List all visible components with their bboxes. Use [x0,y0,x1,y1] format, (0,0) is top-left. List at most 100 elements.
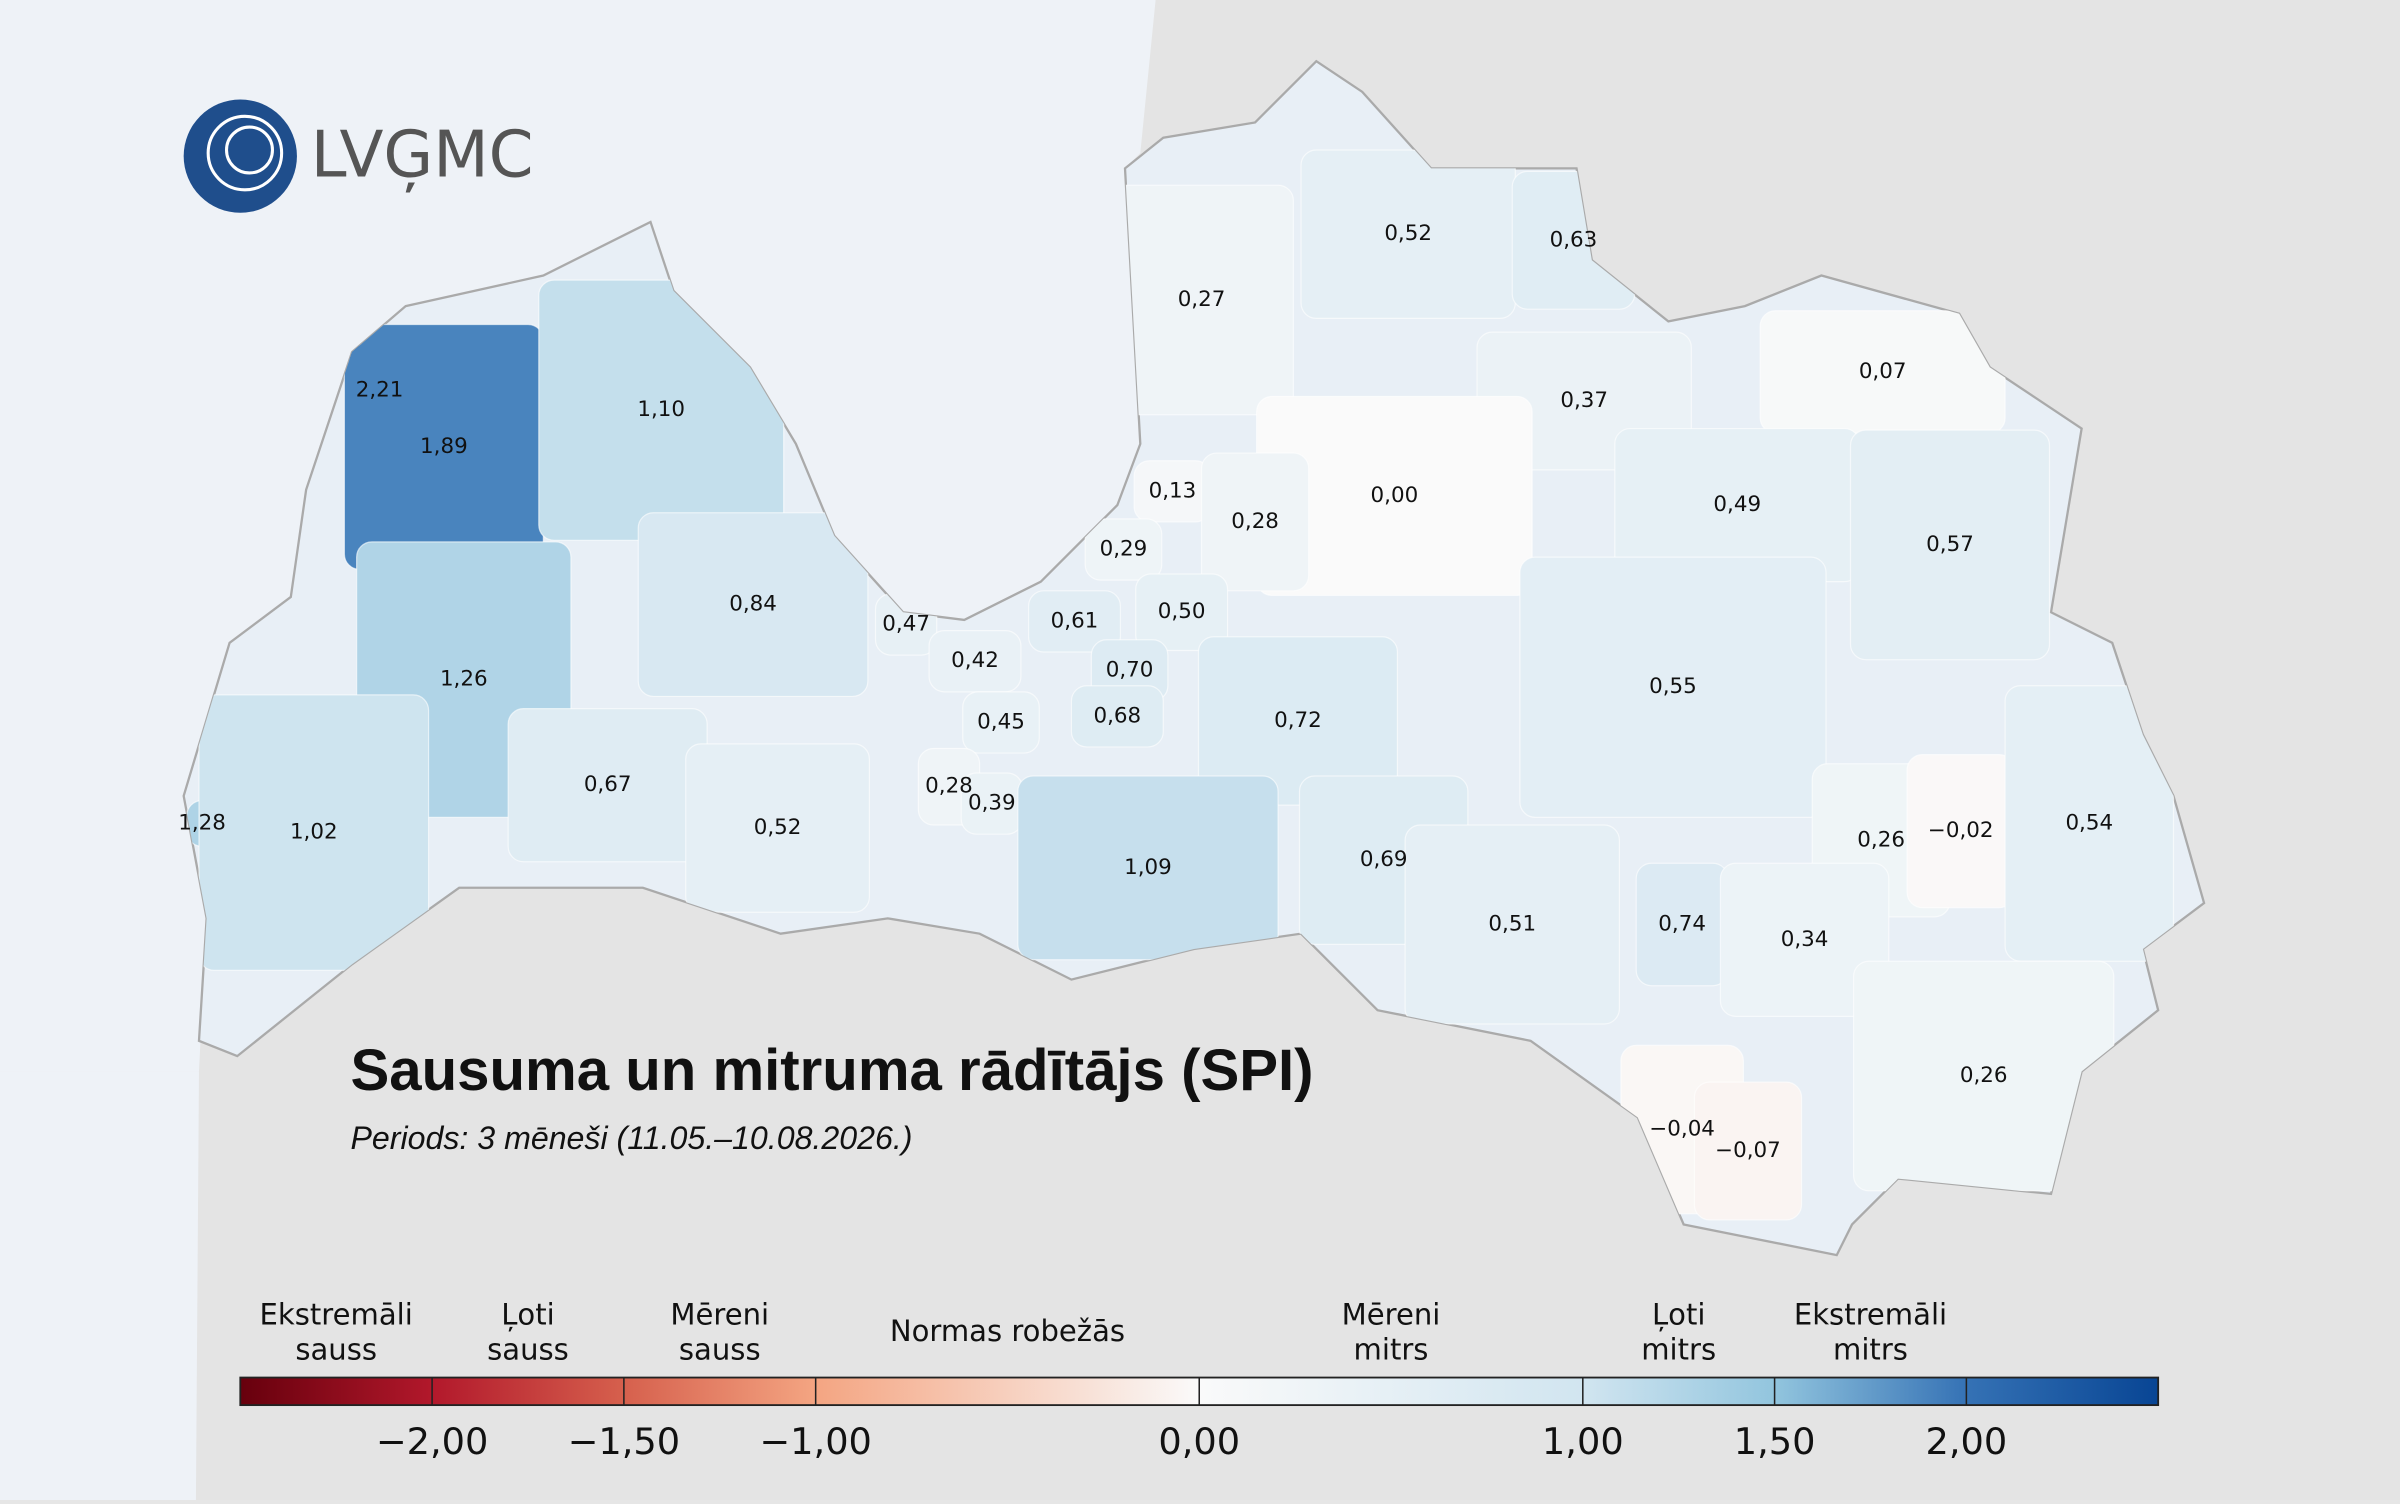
class-label: mitrs [1833,1333,1908,1367]
region-label: 0,57 [1926,532,1974,557]
logo-icon [206,114,284,192]
region-label: 0,68 [1094,703,1142,728]
tick-label: −1,00 [759,1420,872,1463]
region-label: 0,42 [951,648,999,673]
region-label: 0,74 [1658,911,1706,936]
region-label: 1,02 [290,820,338,845]
class-label: sauss [487,1333,569,1367]
tick-label: 1,50 [1734,1420,1816,1463]
tick-label: 1,00 [1542,1420,1624,1463]
region-label: 0,50 [1158,599,1206,624]
region [1070,685,1164,748]
class-label: Mēreni [670,1297,769,1331]
region-label: 0,26 [1857,827,1905,852]
region [685,743,870,913]
colorbar-segment [1966,1377,2159,1406]
logo: LVĢMC [183,99,534,213]
colorbar-segment [623,1377,816,1406]
sea [0,0,1156,1072]
colorbar-segment [1199,1377,1583,1406]
region-label: 0,13 [1149,478,1197,503]
region-label: 0,28 [1231,509,1279,534]
region-label: 0,27 [1178,287,1226,312]
colorbar-segment [240,1377,433,1406]
region-label: 0,51 [1488,911,1536,936]
region [1693,1081,1803,1221]
class-label: sauss [295,1333,377,1367]
region-label: −0,04 [1649,1117,1715,1142]
region-label: 0,52 [1384,221,1432,246]
logo-icon [224,125,274,175]
region [1849,429,2051,661]
region-label: 0,55 [1649,674,1697,699]
region-label: 0,29 [1100,536,1148,561]
logo-icon [183,99,297,213]
region [1017,775,1279,961]
region-label: 0,63 [1550,227,1598,252]
tick-label: 2,00 [1925,1420,2007,1463]
class-label: Mēreni [1342,1297,1441,1331]
region [1084,518,1163,581]
class-label: Ļoti [501,1297,554,1331]
region-label: 0,54 [2065,810,2113,835]
region-label: 0,37 [1560,388,1608,413]
sea [0,1071,199,1500]
region [198,694,430,972]
region [1135,573,1229,652]
class-label: sauss [679,1333,761,1367]
tick-label: −1,50 [568,1420,681,1463]
region-label: 0,69 [1360,847,1408,872]
region-label: 0,72 [1274,708,1322,733]
region-label: 0,67 [584,772,632,797]
title: Sausuma un mitruma rādītājs (SPI) [351,1038,1314,1103]
region-label: 0,07 [1859,359,1907,384]
region [1027,590,1122,653]
region-label: 0,70 [1106,657,1154,682]
region-label: 0,52 [754,815,802,840]
region [962,691,1040,754]
region [1197,636,1399,806]
region-label: 0,28 [925,774,973,799]
class-label: Ekstremāli [1794,1297,1947,1331]
region-labels: 0,52 0,63 0,27 0,07 0,37 2,21 1,89 1,10 0,13 0,00… [178,221,2113,1163]
region [637,512,869,698]
region-label: 1,89 [420,434,468,459]
region [1404,824,1620,1025]
region-label: 0,00 [1371,483,1419,508]
region-label: 0,61 [1051,608,1099,633]
class-label: mitrs [1354,1333,1429,1367]
region [1719,862,1890,1017]
colorbar-segment [1582,1377,1775,1406]
region-label: 1,28 [178,810,226,835]
region-label: −0,07 [1715,1138,1781,1163]
region-label: 1,10 [637,397,685,422]
class-label: Normas robežās [890,1314,1125,1348]
region [1200,452,1310,592]
region-label: 0,39 [968,791,1016,816]
tick-label: −2,00 [376,1420,489,1463]
class-label: Ļoti [1652,1297,1705,1331]
legend: −2,00 −1,50 −1,00 0,00 1,00 1,50 2,00 Ekstremāl… [239,1297,2160,1463]
region-label: −0,02 [1928,818,1994,843]
class-label: mitrs [1641,1333,1716,1367]
colorbar-segment [1774,1377,1967,1406]
colorbar-segment [815,1377,1200,1406]
logo-text: LVĢMC [311,118,534,193]
region-label: 1,26 [440,667,488,692]
region-label: 0,47 [882,611,930,636]
class-label: Ekstremāli [260,1297,413,1331]
regions [186,149,2175,1221]
region-label: 0,84 [729,592,777,617]
tick-label: 0,00 [1158,1420,1240,1463]
region-label: 2,21 [356,377,404,402]
region-label: 0,45 [977,709,1025,734]
region-label: 1,09 [1124,855,1172,880]
colorbar-segment [432,1377,624,1406]
region-label: 0,34 [1781,927,1829,952]
region-label: 0,49 [1713,492,1761,517]
region-label: 0,26 [1960,1063,2008,1088]
subtitle: Periods: 3 mēneši (11.05.–10.08.2026.) [351,1120,913,1156]
region [1519,556,1827,818]
